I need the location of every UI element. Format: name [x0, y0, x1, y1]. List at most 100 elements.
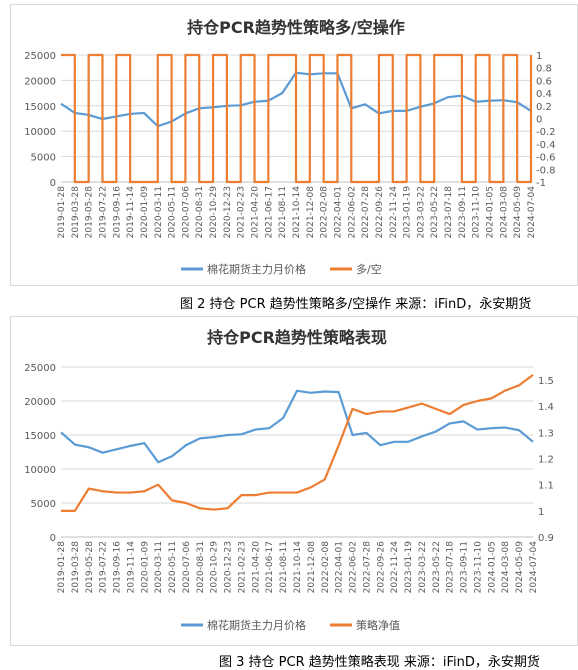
x-tick-label: 2023-05-22	[432, 541, 442, 593]
x-tick-label: 2023-07-18	[444, 186, 454, 239]
x-tick-label: 2020-08-31	[195, 186, 205, 238]
y-tick-label: 15000	[24, 431, 56, 442]
y2-tick-label: -1	[536, 178, 546, 189]
x-tick-label: 2023-09-11	[458, 186, 468, 238]
caption-fig2: 图 2 持仓 PCR 趋势性策略多/空操作 来源：iFinD，永安期货	[180, 293, 531, 312]
y-tick-label: 5000	[31, 153, 56, 164]
x-tick-label: 2019-01-28	[57, 186, 67, 239]
caption-fig3: 图 3 持仓 PCR 趋势性策略表现 来源：iFinD，永安期货	[219, 651, 540, 670]
x-tick-label: 2023-07-18	[446, 541, 456, 594]
x-tick-label: 2020-10-29	[210, 541, 220, 594]
x-tick-label: 2021-02-23	[237, 541, 247, 593]
y-tick-label: 20000	[24, 76, 56, 87]
y2-tick-label: 1.2	[538, 455, 554, 466]
y-tick-label: 25000	[24, 363, 56, 374]
x-tick-label: 2024-07-04	[529, 541, 539, 594]
x-tick-label: 2019-09-16	[113, 541, 123, 594]
series-1	[61, 391, 533, 462]
y-tick-label: 0	[50, 178, 56, 189]
x-tick-label: 2022-04-01	[335, 541, 345, 593]
y-tick-label: 20000	[24, 397, 56, 408]
x-tick-label: 2019-07-22	[99, 541, 109, 593]
y2-tick-label: 0.4	[536, 89, 552, 100]
x-tick-label: 2024-05-09	[513, 186, 523, 239]
legend-label: 棉花期货主力月价格	[207, 618, 306, 632]
y2-tick-label: -0.6	[536, 153, 556, 164]
x-tick-label: 2022-11-24	[389, 186, 399, 239]
y2-tick-label: 1	[536, 51, 542, 62]
x-tick-label: 2020-05-11	[168, 186, 178, 238]
y2-tick-label: 1	[538, 507, 544, 518]
x-tick-label: 2019-11-14	[126, 186, 136, 239]
x-tick-label: 2024-03-08	[501, 541, 511, 594]
x-tick-label: 2021-06-17	[265, 541, 275, 593]
x-tick-label: 2020-01-09	[140, 186, 150, 239]
x-tick-label: 2022-06-02	[349, 541, 359, 593]
x-tick-label: 2019-07-22	[98, 186, 108, 238]
x-tick-label: 2020-10-29	[209, 186, 219, 239]
x-tick-label: 2023-11-10	[472, 186, 482, 239]
x-tick-label: 2020-07-06	[182, 541, 192, 594]
x-tick-label: 2021-04-20	[251, 541, 261, 594]
y-tick-label: 15000	[24, 102, 56, 113]
y-tick-label: 10000	[24, 465, 56, 476]
y2-tick-label: 0.9	[538, 533, 554, 544]
y2-tick-label: 1.3	[538, 428, 554, 439]
x-tick-label: 2022-11-24	[390, 541, 400, 594]
x-tick-label: 2022-07-28	[361, 186, 371, 239]
y-tick-label: 10000	[24, 127, 56, 138]
y2-tick-label: -0.4	[536, 140, 556, 151]
y2-tick-label: 0.2	[536, 102, 552, 113]
x-tick-label: 2023-11-10	[473, 541, 483, 594]
x-tick-label: 2022-02-08	[320, 186, 330, 239]
y2-tick-label: 1.5	[538, 376, 554, 387]
x-tick-label: 2022-09-26	[375, 186, 385, 239]
chart-1: 持仓PCR趋势性策略多/空操作0500010000150002000025000…	[11, 5, 577, 285]
x-tick-label: 2024-03-08	[499, 186, 509, 239]
y2-tick-label: 0.8	[536, 64, 552, 75]
x-tick-label: 2019-01-28	[57, 541, 67, 594]
x-tick-label: 2021-04-20	[251, 186, 261, 239]
x-tick-label: 2019-05-28	[85, 541, 95, 594]
x-tick-label: 2020-01-09	[140, 541, 150, 594]
x-tick-label: 2020-03-11	[154, 186, 164, 238]
x-tick-label: 2019-05-28	[85, 186, 95, 239]
x-tick-label: 2023-01-19	[404, 541, 414, 594]
series-line	[61, 55, 531, 182]
x-tick-label: 2024-05-09	[515, 541, 525, 594]
x-tick-label: 2020-07-06	[181, 186, 191, 239]
x-tick-label: 2021-08-11	[279, 541, 289, 593]
x-tick-label: 2022-04-01	[333, 186, 343, 238]
y2-tick-label: 1.1	[538, 481, 554, 492]
x-tick-label: 2021-10-14	[293, 541, 303, 594]
series-2	[61, 55, 531, 182]
series-line	[61, 375, 533, 511]
x-tick-label: 2022-09-26	[376, 541, 386, 594]
x-tick-label: 2023-03-22	[416, 186, 426, 238]
y2-tick-label: 1.4	[538, 402, 554, 413]
series-line	[61, 391, 533, 462]
x-tick-label: 2023-03-22	[418, 541, 428, 593]
legend-label: 棉花期货主力月价格	[207, 262, 306, 276]
x-tick-label: 2022-06-02	[347, 186, 357, 238]
series-2	[61, 375, 533, 511]
y-tick-label: 0	[50, 533, 56, 544]
y-tick-label: 5000	[31, 499, 56, 510]
x-tick-label: 2021-06-17	[264, 186, 274, 238]
x-tick-label: 2019-03-28	[71, 541, 81, 594]
x-tick-label: 2024-01-05	[486, 186, 496, 238]
legend-label: 策略净值	[356, 618, 400, 632]
chart-title: 持仓PCR趋势性策略多/空操作	[187, 18, 405, 37]
x-tick-label: 2021-02-23	[237, 186, 247, 238]
x-tick-label: 2021-12-08	[306, 186, 316, 239]
x-tick-label: 2021-08-11	[278, 186, 288, 238]
x-tick-label: 2020-12-23	[223, 186, 233, 238]
y2-tick-label: -0.2	[536, 127, 556, 138]
y2-tick-label: 0	[536, 115, 542, 126]
x-tick-label: 2021-10-14	[292, 186, 302, 239]
x-tick-label: 2022-07-28	[362, 541, 372, 594]
x-tick-label: 2023-09-11	[460, 541, 470, 593]
y2-tick-label: -0.8	[536, 165, 556, 176]
x-tick-label: 2020-08-31	[196, 541, 206, 593]
